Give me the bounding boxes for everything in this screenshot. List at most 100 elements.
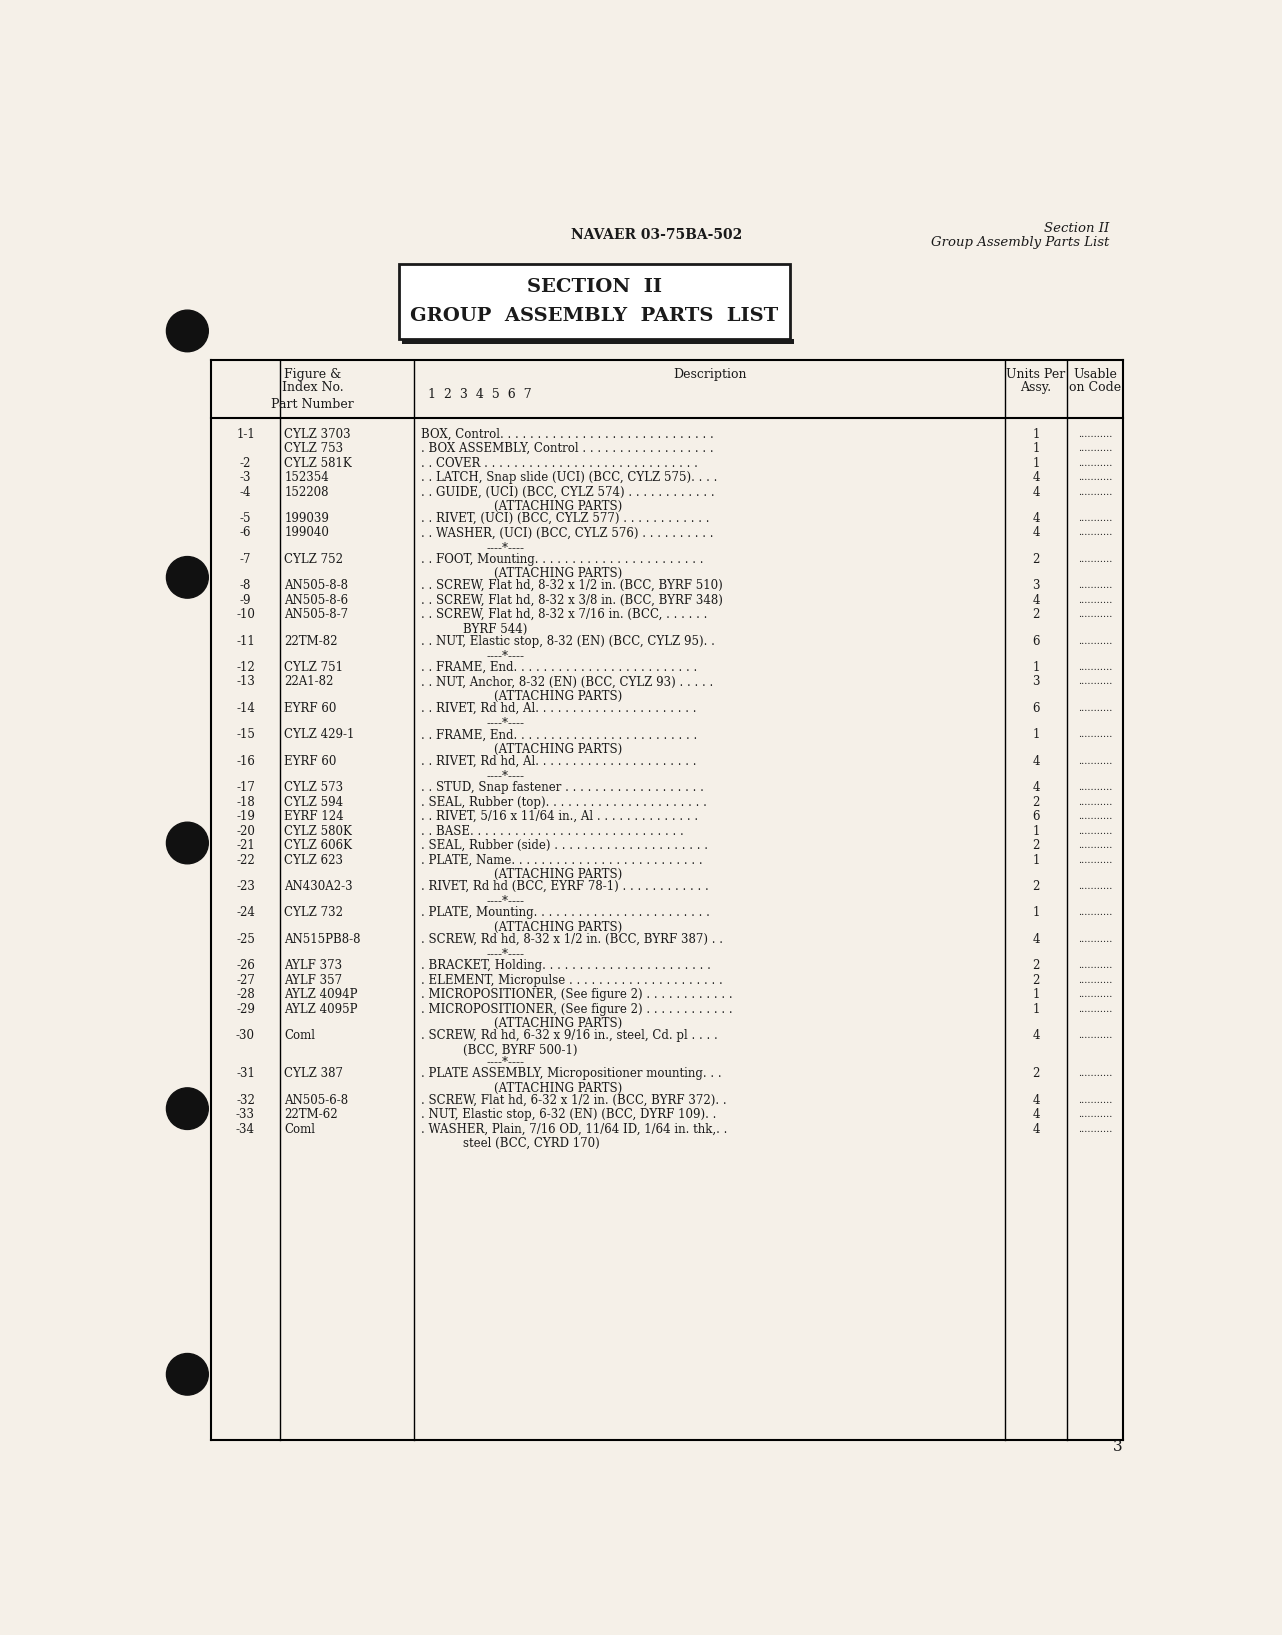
Text: AN505-6-8: AN505-6-8 <box>285 1094 349 1107</box>
Text: ...........: ........... <box>1078 1004 1111 1014</box>
Text: . . WASHER, (UCI) (BCC, CYLZ 576) . . . . . . . . . .: . . WASHER, (UCI) (BCC, CYLZ 576) . . . … <box>420 526 713 540</box>
Text: . PLATE ASSEMBLY, Micropositioner mounting. . .: . PLATE ASSEMBLY, Micropositioner mounti… <box>420 1068 722 1081</box>
Text: -13: -13 <box>236 675 255 688</box>
Text: -12: -12 <box>236 661 255 674</box>
Text: (ATTACHING PARTS): (ATTACHING PARTS) <box>495 567 623 580</box>
Text: . RIVET, Rd hd (BCC, EYRF 78-1) . . . . . . . . . . . .: . RIVET, Rd hd (BCC, EYRF 78-1) . . . . … <box>420 880 709 893</box>
Text: CYLZ 573: CYLZ 573 <box>285 782 344 795</box>
Circle shape <box>167 822 208 863</box>
Text: . . STUD, Snap fastener . . . . . . . . . . . . . . . . . . .: . . STUD, Snap fastener . . . . . . . . … <box>420 782 704 795</box>
Text: ...........: ........... <box>1078 554 1111 564</box>
Text: -7: -7 <box>240 553 251 566</box>
Text: -18: -18 <box>236 796 255 809</box>
Text: CYLZ 387: CYLZ 387 <box>285 1068 344 1081</box>
Text: -22: -22 <box>236 853 255 867</box>
Text: 1: 1 <box>1032 428 1040 440</box>
Text: ...........: ........... <box>1078 855 1111 865</box>
Text: ...........: ........... <box>1078 1125 1111 1133</box>
Text: . . RIVET, Rd hd, Al. . . . . . . . . . . . . . . . . . . . . .: . . RIVET, Rd hd, Al. . . . . . . . . . … <box>420 755 696 768</box>
Text: 3: 3 <box>1032 579 1040 592</box>
Text: Index No.: Index No. <box>282 381 344 394</box>
Text: CYLZ 3703: CYLZ 3703 <box>285 428 351 440</box>
Text: . BOX ASSEMBLY, Control . . . . . . . . . . . . . . . . . .: . BOX ASSEMBLY, Control . . . . . . . . … <box>420 441 713 455</box>
Text: . . NUT, Elastic stop, 8-32 (EN) (BCC, CYLZ 95). .: . . NUT, Elastic stop, 8-32 (EN) (BCC, C… <box>420 634 714 647</box>
Text: GROUP  ASSEMBLY  PARTS  LIST: GROUP ASSEMBLY PARTS LIST <box>410 307 778 325</box>
Circle shape <box>167 556 208 598</box>
Text: 4: 4 <box>1032 1123 1040 1136</box>
Text: 1: 1 <box>1032 1002 1040 1015</box>
Text: 152208: 152208 <box>285 486 328 499</box>
Text: . MICROPOSITIONER, (See figure 2) . . . . . . . . . . . .: . MICROPOSITIONER, (See figure 2) . . . … <box>420 988 732 1001</box>
Text: -6: -6 <box>240 526 251 540</box>
Text: -5: -5 <box>240 512 251 525</box>
Text: . PLATE, Name. . . . . . . . . . . . . . . . . . . . . . . . . .: . PLATE, Name. . . . . . . . . . . . . .… <box>420 853 703 867</box>
Text: 199040: 199040 <box>285 526 329 540</box>
Text: (BCC, BYRF 500-1): (BCC, BYRF 500-1) <box>463 1043 578 1056</box>
Text: . . RIVET, (UCI) (BCC, CYLZ 577) . . . . . . . . . . . .: . . RIVET, (UCI) (BCC, CYLZ 577) . . . .… <box>420 512 709 525</box>
Text: . . SCREW, Flat hd, 8-32 x 1/2 in. (BCC, BYRF 510): . . SCREW, Flat hd, 8-32 x 1/2 in. (BCC,… <box>420 579 722 592</box>
Text: CYLZ 751: CYLZ 751 <box>285 661 344 674</box>
Text: Usable: Usable <box>1073 368 1117 381</box>
Text: EYRF 124: EYRF 124 <box>285 809 344 822</box>
Text: -3: -3 <box>240 471 251 484</box>
Text: -25: -25 <box>236 932 255 945</box>
Text: 3: 3 <box>1032 675 1040 688</box>
Circle shape <box>167 1354 208 1395</box>
Text: 4: 4 <box>1032 594 1040 607</box>
Text: AYLF 357: AYLF 357 <box>285 973 342 986</box>
Text: (ATTACHING PARTS): (ATTACHING PARTS) <box>495 921 623 934</box>
Text: (ATTACHING PARTS): (ATTACHING PARTS) <box>495 500 623 513</box>
Text: 2: 2 <box>1032 608 1040 621</box>
Text: steel (BCC, CYRD 170): steel (BCC, CYRD 170) <box>463 1138 600 1149</box>
Text: ----*----: ----*---- <box>487 947 524 960</box>
Text: . . LATCH, Snap slide (UCI) (BCC, CYLZ 575). . . .: . . LATCH, Snap slide (UCI) (BCC, CYLZ 5… <box>420 471 717 484</box>
Text: ...........: ........... <box>1078 664 1111 672</box>
Text: -33: -33 <box>236 1109 255 1122</box>
Text: (ATTACHING PARTS): (ATTACHING PARTS) <box>495 1017 623 1030</box>
Text: -2: -2 <box>240 456 251 469</box>
Text: . . NUT, Anchor, 8-32 (EN) (BCC, CYLZ 93) . . . . .: . . NUT, Anchor, 8-32 (EN) (BCC, CYLZ 93… <box>420 675 713 688</box>
Text: ...........: ........... <box>1078 961 1111 970</box>
Text: . . BASE. . . . . . . . . . . . . . . . . . . . . . . . . . . . .: . . BASE. . . . . . . . . . . . . . . . … <box>420 824 683 837</box>
Text: CYLZ 753: CYLZ 753 <box>285 441 344 455</box>
Text: -30: -30 <box>236 1028 255 1041</box>
Text: -21: -21 <box>236 839 255 852</box>
Text: AYLZ 4094P: AYLZ 4094P <box>285 988 358 1001</box>
Text: 2: 2 <box>1032 880 1040 893</box>
Text: ...........: ........... <box>1078 731 1111 739</box>
Text: ...........: ........... <box>1078 636 1111 646</box>
Text: . SCREW, Rd hd, 8-32 x 1/2 in. (BCC, BYRF 387) . .: . SCREW, Rd hd, 8-32 x 1/2 in. (BCC, BYR… <box>420 932 723 945</box>
Text: 6: 6 <box>1032 701 1040 714</box>
Text: ...........: ........... <box>1078 909 1111 917</box>
Text: 4: 4 <box>1032 512 1040 525</box>
Text: BYRF 544): BYRF 544) <box>463 623 528 636</box>
Text: -29: -29 <box>236 1002 255 1015</box>
Text: 3: 3 <box>1113 1440 1123 1455</box>
Text: ...........: ........... <box>1078 610 1111 620</box>
Circle shape <box>167 311 208 352</box>
Text: 2: 2 <box>1032 839 1040 852</box>
Text: 6: 6 <box>1032 809 1040 822</box>
Text: CYLZ 581K: CYLZ 581K <box>285 456 353 469</box>
Text: CYLZ 594: CYLZ 594 <box>285 796 344 809</box>
Text: 2: 2 <box>1032 960 1040 973</box>
Text: 4: 4 <box>1032 782 1040 795</box>
Text: ...........: ........... <box>1078 473 1111 482</box>
Text: . SCREW, Rd hd, 6-32 x 9/16 in., steel, Cd. pl . . . .: . SCREW, Rd hd, 6-32 x 9/16 in., steel, … <box>420 1028 718 1041</box>
Text: AYLF 373: AYLF 373 <box>285 960 342 973</box>
Text: -23: -23 <box>236 880 255 893</box>
Text: -19: -19 <box>236 809 255 822</box>
Text: AN505-8-7: AN505-8-7 <box>285 608 349 621</box>
Text: ...........: ........... <box>1078 991 1111 999</box>
Text: -11: -11 <box>236 634 255 647</box>
Text: EYRF 60: EYRF 60 <box>285 755 337 768</box>
Text: ...........: ........... <box>1078 881 1111 891</box>
Text: 4: 4 <box>1032 932 1040 945</box>
Text: -20: -20 <box>236 824 255 837</box>
Text: 2: 2 <box>1032 973 1040 986</box>
Text: BOX, Control. . . . . . . . . . . . . . . . . . . . . . . . . . . . .: BOX, Control. . . . . . . . . . . . . . … <box>420 428 713 440</box>
Text: Coml: Coml <box>285 1028 315 1041</box>
Text: ----*----: ----*---- <box>487 1056 524 1068</box>
Text: -16: -16 <box>236 755 255 768</box>
Text: 2: 2 <box>1032 1068 1040 1081</box>
